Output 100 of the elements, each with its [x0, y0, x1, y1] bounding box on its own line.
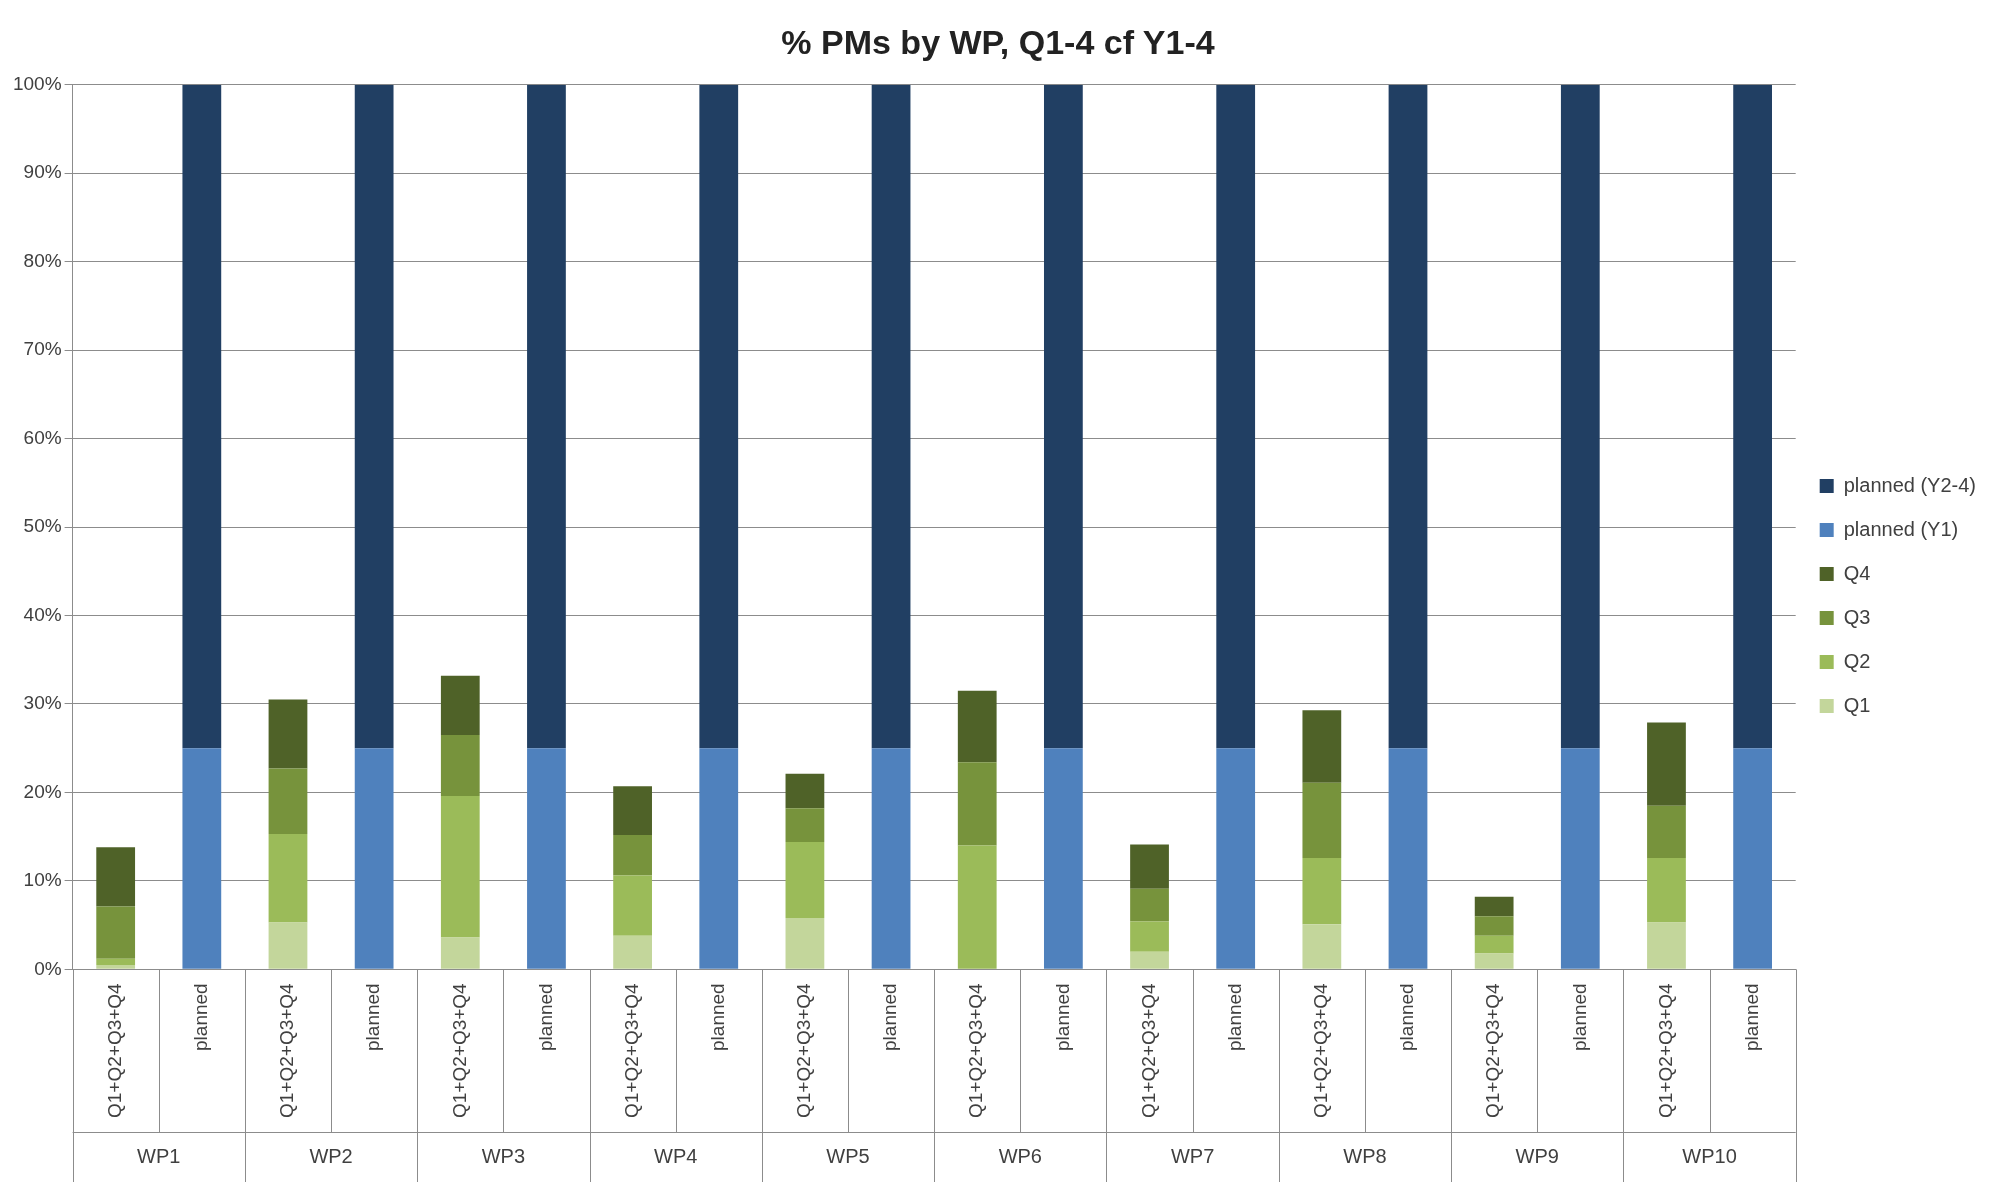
legend-label: Q1 — [1843, 693, 1871, 716]
bar — [785, 773, 825, 809]
bar — [527, 84, 566, 749]
text: WP9 — [1515, 1144, 1559, 1167]
x-tick-label: Q1+Q2+Q3+Q4 — [1482, 982, 1504, 1118]
bar — [440, 734, 480, 796]
text: WP1 — [137, 1144, 181, 1167]
x-tick-label: Q1+Q2+Q3+Q4 — [965, 982, 987, 1118]
x-tick-label: Q1+Q2+Q3+Q4 — [1137, 982, 1159, 1118]
bar — [1647, 922, 1686, 969]
text: WP2 — [309, 1144, 353, 1167]
y-tick-label: 80% — [23, 249, 62, 271]
x-tick-label: planned — [706, 983, 728, 1051]
bar — [1647, 805, 1686, 858]
bar — [957, 845, 997, 969]
bar — [1130, 921, 1169, 952]
bar — [613, 875, 652, 936]
x-tick-label: Q1+Q2+Q3+Q4 — [620, 982, 642, 1118]
y-tick-label: 90% — [23, 161, 62, 183]
bar — [182, 84, 222, 749]
y-tick-label: 70% — [23, 338, 62, 360]
bar — [96, 958, 136, 965]
x-tick-label: planned — [362, 983, 384, 1051]
bar — [1302, 710, 1342, 783]
x-tick-label: planned — [534, 983, 556, 1051]
x-tick-label: planned — [1396, 983, 1418, 1051]
x-tick-label: planned — [1568, 983, 1590, 1051]
y-tick-label: 0% — [34, 957, 62, 979]
y-tick-label: 50% — [23, 515, 62, 537]
bar — [1647, 722, 1686, 806]
bar — [871, 748, 911, 969]
x-tick-label: planned — [1051, 983, 1073, 1051]
bar — [1388, 748, 1428, 969]
legend-label: planned (Y1) — [1843, 517, 1959, 540]
bar — [1647, 857, 1686, 923]
bar — [268, 834, 308, 923]
bar — [354, 748, 394, 969]
y-tick-label: 100% — [12, 73, 62, 95]
bar — [440, 675, 480, 735]
bar — [1216, 84, 1256, 749]
bar — [1130, 844, 1169, 889]
legend-label: planned (Y2-4) — [1843, 473, 1977, 496]
bar — [268, 768, 308, 834]
bar — [440, 937, 480, 969]
bar — [699, 84, 739, 749]
y-tick-label: 20% — [23, 780, 62, 802]
bar — [1560, 84, 1600, 749]
bar — [957, 690, 997, 763]
bar — [1733, 84, 1772, 749]
text: WP10 — [1682, 1144, 1737, 1167]
bar — [268, 699, 308, 769]
text: WP6 — [998, 1144, 1042, 1167]
bar — [957, 762, 997, 846]
text: WP4 — [654, 1144, 698, 1167]
x-tick-label: Q1+Q2+Q3+Q4 — [793, 982, 815, 1118]
y-tick-label: 60% — [23, 426, 62, 448]
bar — [1216, 748, 1256, 969]
x-tick-label: planned — [1740, 983, 1762, 1051]
bar — [96, 847, 136, 907]
bar — [527, 748, 566, 969]
legend-label: Q2 — [1843, 649, 1871, 672]
x-tick-label: Q1+Q2+Q3+Q4 — [103, 982, 125, 1118]
bar — [1474, 896, 1514, 917]
text: WP8 — [1343, 1144, 1387, 1167]
text: WP3 — [481, 1144, 526, 1167]
bar — [699, 748, 739, 969]
legend-label: Q3 — [1843, 605, 1871, 628]
bar — [1302, 782, 1342, 858]
bar — [354, 84, 394, 749]
text: WP5 — [826, 1144, 870, 1167]
y-tick-label: 40% — [23, 603, 62, 625]
bar — [1302, 857, 1342, 925]
x-tick-label: Q1+Q2+Q3+Q4 — [1654, 982, 1676, 1118]
bar — [1388, 84, 1428, 749]
chart-title: % PMs by WP, Q1-4 cf Y1-4 — [781, 22, 1215, 61]
y-tick-label: 10% — [23, 869, 62, 891]
x-tick-label: planned — [879, 983, 901, 1051]
bar — [1043, 84, 1083, 749]
bar — [96, 964, 136, 969]
legend-label: Q4 — [1843, 561, 1871, 584]
bar — [785, 808, 825, 842]
bar — [1474, 916, 1514, 936]
x-tick-label: planned — [190, 983, 212, 1051]
x-tick-label: Q1+Q2+Q3+Q4 — [448, 982, 470, 1118]
bar — [871, 84, 911, 749]
bar — [440, 795, 480, 938]
bar — [1474, 935, 1514, 954]
x-tick-label: planned — [1223, 983, 1245, 1051]
x-tick-label: Q1+Q2+Q3+Q4 — [1310, 982, 1332, 1118]
bar — [1130, 951, 1169, 969]
bar — [182, 748, 222, 969]
bar — [1302, 924, 1342, 969]
bar — [1560, 748, 1600, 969]
bar — [268, 922, 308, 969]
bar — [1733, 748, 1772, 969]
text: WP7 — [1170, 1144, 1215, 1167]
bar — [785, 841, 825, 919]
bar — [613, 786, 652, 835]
x-tick-label: Q1+Q2+Q3+Q4 — [276, 982, 298, 1118]
bar — [1043, 748, 1083, 969]
